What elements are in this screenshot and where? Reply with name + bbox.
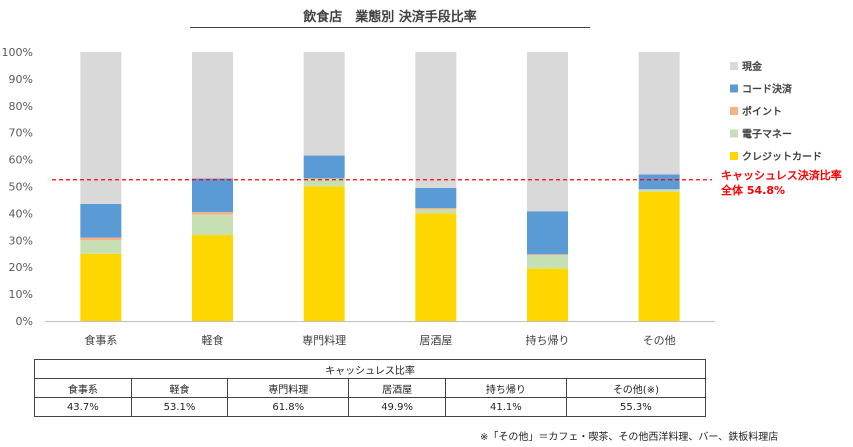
table-title: キャッシュレス比率 xyxy=(34,359,706,379)
legend-label: 現金 xyxy=(742,60,763,73)
legend-label: クレジットカード xyxy=(742,151,822,163)
y-tick-label: 40% xyxy=(9,207,33,220)
bar-segment xyxy=(638,174,680,190)
table-value-cell: 61.8% xyxy=(227,397,350,417)
table-value-cell: 43.7% xyxy=(34,397,132,417)
bar-segment xyxy=(415,208,457,210)
bar-segment xyxy=(415,187,457,209)
legend-swatch xyxy=(730,152,738,160)
x-tick-label: 食事系 xyxy=(84,333,117,347)
y-tick-label: 10% xyxy=(9,288,33,301)
legend-swatch xyxy=(730,107,738,115)
table-header-cell: その他(※) xyxy=(565,378,707,398)
bar-segment xyxy=(80,52,122,204)
y-tick-label: 0% xyxy=(16,315,33,328)
y-tick-label: 30% xyxy=(9,234,33,247)
bar-segment xyxy=(527,211,568,255)
bar-segment xyxy=(80,253,122,321)
bar-segment xyxy=(303,52,345,156)
chart-title: 飲食店 業態別 決済手段比率 xyxy=(303,10,477,25)
legend-label: 電子マネー xyxy=(742,129,792,141)
bar-segment xyxy=(638,191,680,321)
table-header-cell: 専門料理 xyxy=(227,378,350,398)
table-header-cell: 居酒屋 xyxy=(348,378,446,398)
x-tick-label: その他 xyxy=(643,334,676,347)
table-header-cell: 軽食 xyxy=(130,378,229,398)
bar-segment xyxy=(192,52,233,179)
table-value-cell: 41.1% xyxy=(444,397,567,417)
y-tick-label: 100% xyxy=(2,46,33,59)
x-tick-label: 専門料理 xyxy=(302,333,346,347)
y-tick-label: 50% xyxy=(9,181,33,194)
bar-segment xyxy=(192,178,233,213)
bar-segment xyxy=(303,186,345,321)
reference-line-label: キャッシュレス決済比率 xyxy=(721,168,842,182)
x-tick-label: 持ち帰り xyxy=(526,333,570,347)
bar-segment xyxy=(80,237,122,241)
stacked-bar-chart: 0% 10% 20% 30% 40% 50% 60% 70% 80% 90% 100% 食事系 軽食 専門… xyxy=(2,46,842,347)
bar-segment xyxy=(527,254,568,256)
y-tick-label: 60% xyxy=(9,154,33,167)
bar-segment xyxy=(638,189,680,190)
table-value-cell: 55.3% xyxy=(565,397,707,417)
legend-swatch xyxy=(730,84,738,93)
bar-segment xyxy=(192,234,233,321)
legend-label: コード決済 xyxy=(742,83,793,96)
reference-line-value: 全体 54.8% xyxy=(720,183,785,197)
legend-swatch xyxy=(730,62,738,70)
bar-segment xyxy=(80,240,122,254)
legend-label: ポイント xyxy=(742,105,782,118)
bar-segment xyxy=(415,209,457,214)
legend-swatch xyxy=(730,129,738,138)
table-value-row: 43.7% 53.1% 61.8% 49.9% 41.1% 55.3% xyxy=(34,397,707,417)
bar-segment xyxy=(527,268,568,321)
bar-segment xyxy=(527,52,568,212)
bar-segment xyxy=(303,155,345,179)
y-tick-label: 90% xyxy=(9,73,33,86)
table-value-cell: 49.9% xyxy=(348,397,446,417)
y-tick-label: 20% xyxy=(9,261,33,274)
table-header-cell: 食事系 xyxy=(34,378,132,398)
bar-segment xyxy=(638,52,680,175)
bar-segment xyxy=(192,214,233,235)
bar-segment xyxy=(303,178,345,187)
title-underline xyxy=(190,27,590,28)
cashless-ratio-table: キャッシュレス比率 食事系 軽食 専門料理 居酒屋 持ち帰り その他(※) 43… xyxy=(34,359,707,417)
y-tick-label: 70% xyxy=(9,127,33,140)
bar-segment xyxy=(638,189,680,192)
bar-segment xyxy=(415,52,457,188)
table-value-cell: 53.1% xyxy=(130,397,229,417)
bar-segment xyxy=(527,255,568,269)
table-header-cell: 持ち帰り xyxy=(444,378,567,398)
x-tick-label: 居酒屋 xyxy=(419,334,452,347)
bar-segment xyxy=(80,203,122,238)
footnote: ※「その他」＝カフェ・喫茶、その他西洋料理、バー、鉄板料理店 xyxy=(480,432,779,443)
bar-segment xyxy=(192,212,233,215)
table-header-row: 食事系 軽食 専門料理 居酒屋 持ち帰り その他(※) xyxy=(34,378,707,398)
table-title-row: キャッシュレス比率 xyxy=(34,359,706,379)
x-tick-label: 軽食 xyxy=(202,333,224,347)
y-tick-label: 80% xyxy=(9,100,33,113)
bar-segment xyxy=(415,213,457,321)
